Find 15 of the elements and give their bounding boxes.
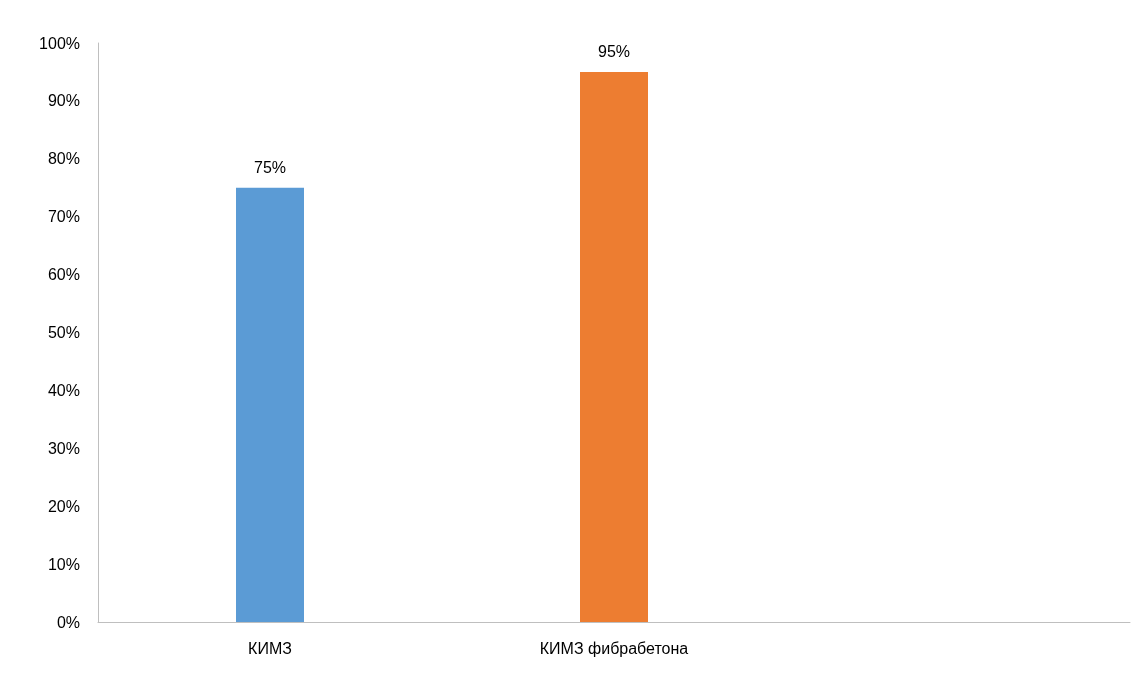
- y-tick-label: 100%: [39, 34, 80, 52]
- data-label: 95%: [597, 43, 631, 61]
- y-tick-label: 0%: [56, 613, 80, 631]
- x-tick-label: КИМЗ фибрабетона: [539, 639, 689, 657]
- y-tick-label: 20%: [47, 497, 80, 515]
- y-tick-label: 30%: [47, 439, 80, 457]
- y-tick-label: 10%: [47, 555, 80, 573]
- y-tick-label: 70%: [47, 208, 80, 226]
- data-label: 75%: [253, 159, 287, 177]
- y-tick-label: 50%: [47, 324, 80, 341]
- y-tick-label: 90%: [47, 92, 80, 110]
- y-tick-label: 40%: [47, 381, 80, 399]
- x-tick-label: КИМЗ: [248, 639, 292, 657]
- y-tick-label: 60%: [47, 266, 80, 284]
- y-tick-label: 80%: [47, 150, 80, 168]
